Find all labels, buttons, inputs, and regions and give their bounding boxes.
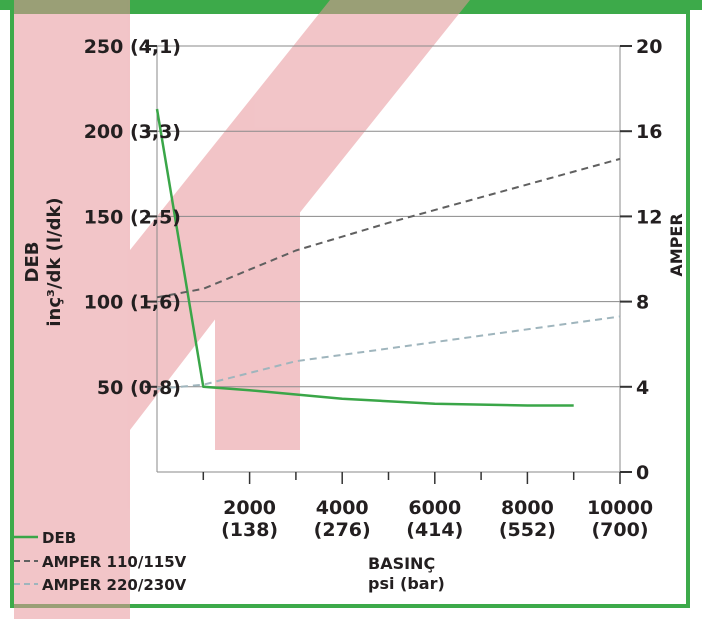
x-tick-label-psi: 2000 <box>223 497 276 519</box>
watermark-bar <box>14 0 130 619</box>
right-axis-title: AMPER <box>667 213 686 276</box>
x-tick-label-bar: (414) <box>406 519 463 541</box>
x-tick-label-psi: 10000 <box>587 497 653 519</box>
right-tick-label: 4 <box>636 377 649 399</box>
left-tick-label: 200 (3,3) <box>84 121 181 143</box>
series-line-flow <box>155 108 574 407</box>
series-lines <box>155 108 621 407</box>
axes <box>145 45 632 484</box>
x-tick-label-bar: (138) <box>221 519 278 541</box>
x-tick-label-psi: 8000 <box>501 497 554 519</box>
left-tick-label: 50 (0,8) <box>97 377 181 399</box>
legend-label-flow: DEB <box>42 529 76 547</box>
right-tick-label: 16 <box>636 121 662 143</box>
left-tick-label: 150 (2,5) <box>84 206 181 228</box>
x-axis-title-line1: BASINÇ <box>368 554 435 573</box>
right-tick-label: 12 <box>636 206 662 228</box>
watermark-logo <box>14 0 470 619</box>
right-tick-label: 8 <box>636 292 649 314</box>
x-tick-label-bar: (552) <box>499 519 556 541</box>
x-axis-title-line2: psi (bar) <box>368 574 445 593</box>
x-tick-label-bar: (700) <box>591 519 648 541</box>
tick-labels: 50 (0,8) 100 (1,6) 150 (2,5) 200 (3,3) 250 (… <box>84 36 663 541</box>
legend-label-amp-high: AMPER 220/230V <box>42 576 187 594</box>
legend-label-amp-low: AMPER 110/115V <box>42 553 187 571</box>
x-tick-label-bar: (276) <box>314 519 371 541</box>
right-tick-label: 0 <box>636 462 649 484</box>
series-line-amp-high <box>156 315 621 390</box>
left-axis-title-line2: inç³/dk (l/dk) <box>44 197 65 326</box>
watermark-block <box>215 150 300 450</box>
left-tick-label: 250 (4,1) <box>84 36 181 58</box>
left-axis-title-line1: DEB <box>22 242 43 283</box>
x-tick-label-psi: 6000 <box>408 497 461 519</box>
grid-lines <box>157 45 620 388</box>
legend: DEB AMPER 110/115V AMPER 220/230V <box>14 529 187 594</box>
x-tick-label-psi: 4000 <box>316 497 369 519</box>
watermark-diagonal-upper <box>130 0 470 430</box>
series-line-amp-low <box>156 157 621 299</box>
right-tick-label: 20 <box>636 36 662 58</box>
left-tick-label: 100 (1,6) <box>84 292 181 314</box>
